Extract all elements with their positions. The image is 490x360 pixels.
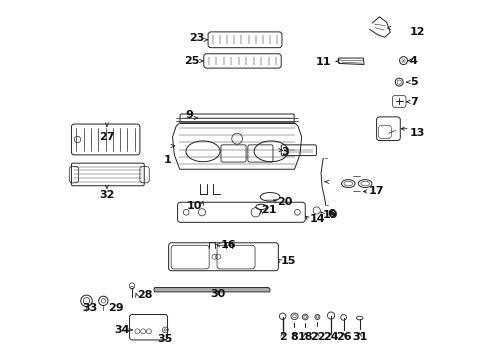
Text: 15: 15	[281, 256, 296, 266]
Text: 17: 17	[368, 186, 384, 197]
Text: 13: 13	[410, 128, 425, 138]
Text: 2: 2	[279, 332, 287, 342]
Text: 20: 20	[277, 197, 293, 207]
Text: 32: 32	[99, 190, 115, 200]
Text: 8: 8	[291, 332, 298, 342]
Text: 23: 23	[189, 33, 204, 43]
Text: 25: 25	[184, 56, 199, 66]
Text: 4: 4	[410, 55, 418, 66]
Text: 16: 16	[220, 240, 236, 250]
Text: 6: 6	[327, 209, 335, 219]
Text: 1: 1	[164, 155, 171, 165]
Text: 10: 10	[187, 201, 202, 211]
Text: 26: 26	[336, 332, 351, 342]
Text: 35: 35	[158, 333, 173, 343]
Text: 14: 14	[310, 215, 325, 224]
Text: 19: 19	[323, 210, 339, 220]
Text: 12: 12	[410, 27, 425, 37]
Text: 34: 34	[114, 325, 129, 335]
Text: 27: 27	[99, 132, 115, 142]
Text: 9: 9	[186, 110, 194, 120]
Text: 7: 7	[410, 97, 417, 107]
Text: 24: 24	[323, 332, 339, 342]
Text: 33: 33	[82, 303, 98, 313]
Text: 5: 5	[410, 77, 417, 87]
Text: 11: 11	[316, 57, 331, 67]
Text: 31: 31	[352, 332, 368, 342]
Text: 22: 22	[310, 332, 325, 342]
Text: 30: 30	[211, 289, 226, 299]
Text: 3: 3	[281, 147, 289, 157]
Text: 29: 29	[108, 303, 123, 313]
Text: 28: 28	[137, 291, 152, 301]
Text: 18: 18	[297, 332, 313, 342]
Text: 21: 21	[261, 206, 277, 216]
